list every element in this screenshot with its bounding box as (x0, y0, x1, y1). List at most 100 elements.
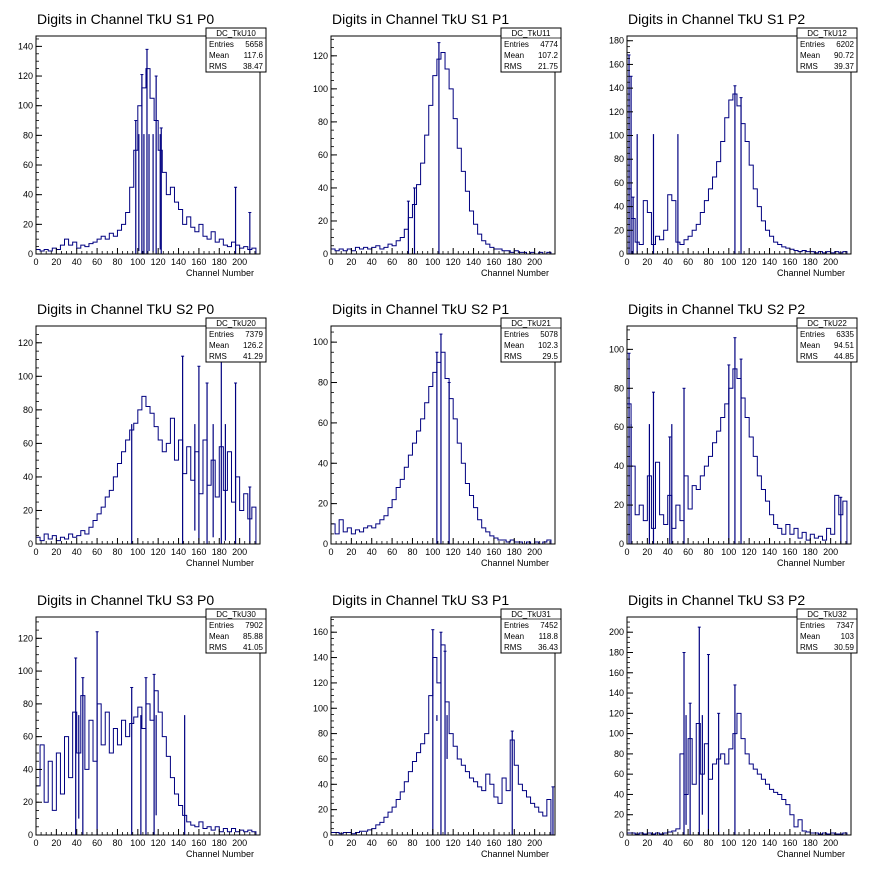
x-tick-label: 60 (683, 547, 693, 557)
y-tick-label: 60 (614, 769, 624, 779)
x-tick-label: 140 (762, 257, 777, 267)
y-tick-label: 60 (318, 418, 328, 428)
stats-value: 41.05 (243, 643, 264, 652)
stats-name: DC_TkU30 (216, 610, 256, 619)
x-tick-label: 180 (507, 547, 522, 557)
x-tick-label: 140 (466, 547, 481, 557)
x-tick-label: 200 (527, 547, 542, 557)
x-tick-label: 20 (51, 547, 61, 557)
y-tick-label: 40 (23, 190, 33, 200)
x-axis-title: Channel Number (481, 268, 549, 278)
stats-value: 6335 (836, 330, 854, 339)
y-tick-label: 60 (23, 160, 33, 170)
x-tick-label: 200 (232, 838, 247, 848)
x-tick-label: 100 (425, 838, 440, 848)
x-axis-title: Channel Number (481, 849, 549, 859)
x-tick-label: 0 (624, 547, 629, 557)
x-tick-label: 40 (663, 257, 673, 267)
y-tick-label: 120 (18, 71, 33, 81)
y-tick-label: 40 (23, 472, 33, 482)
stats-box (500, 27, 562, 73)
x-axis-title: Channel Number (481, 558, 549, 568)
x-tick-label: 60 (92, 547, 102, 557)
x-tick-label: 60 (683, 257, 693, 267)
y-tick-label: 0 (28, 249, 33, 259)
x-tick-label: 180 (803, 257, 818, 267)
x-tick-label: 80 (703, 257, 713, 267)
x-tick-label: 140 (171, 257, 186, 267)
y-tick-label: 40 (318, 458, 328, 468)
stats-value: 7452 (540, 621, 558, 630)
x-tick-label: 200 (823, 838, 838, 848)
y-tick-label: 20 (318, 499, 328, 509)
stats-label: Mean (209, 632, 229, 641)
y-tick-label: 0 (28, 830, 33, 840)
x-tick-label: 120 (742, 547, 757, 557)
y-tick-label: 60 (614, 178, 624, 188)
x-tick-label: 160 (486, 257, 501, 267)
x-tick-label: 140 (466, 838, 481, 848)
stats-label: Mean (209, 51, 229, 60)
stats-value: 118.8 (539, 632, 559, 641)
y-tick-label: 80 (614, 154, 624, 164)
stats-value: 39.37 (834, 62, 855, 71)
stats-value: 44.85 (834, 352, 855, 361)
stats-name: DC_TkU10 (216, 29, 256, 38)
x-tick-label: 100 (130, 838, 145, 848)
y-tick-label: 180 (609, 36, 624, 46)
histogram-panel: Digits in Channel TkU S3 P1 0 20 40 60 80 100 1… (313, 592, 562, 859)
y-tick-label: 120 (609, 708, 624, 718)
x-tick-label: 120 (151, 547, 166, 557)
stats-label: Entries (504, 621, 529, 630)
y-tick-label: 120 (18, 338, 33, 348)
x-axis-title: Channel Number (186, 558, 254, 568)
x-tick-label: 180 (507, 838, 522, 848)
x-axis-title: Channel Number (186, 849, 254, 859)
x-tick-label: 160 (191, 838, 206, 848)
x-tick-label: 200 (232, 547, 247, 557)
stats-label: Entries (209, 40, 234, 49)
x-tick-label: 60 (683, 838, 693, 848)
histogram-panel: Digits in Channel TkU S3 P2 0 20 40 60 80 100 1… (609, 592, 858, 859)
y-tick-label: 140 (609, 83, 624, 93)
x-tick-label: 200 (232, 257, 247, 267)
stats-value: 41.29 (243, 352, 264, 361)
y-tick-label: 80 (614, 749, 624, 759)
stats-value: 7902 (245, 621, 263, 630)
y-tick-label: 120 (313, 51, 328, 61)
y-tick-label: 80 (318, 117, 328, 127)
y-tick-label: 200 (609, 627, 624, 637)
x-tick-label: 80 (112, 257, 122, 267)
y-tick-label: 60 (614, 422, 624, 432)
stats-name: DC_TkU12 (807, 29, 847, 38)
y-tick-label: 40 (614, 461, 624, 471)
x-tick-label: 200 (527, 257, 542, 267)
stats-label: RMS (800, 62, 818, 71)
stats-box (205, 317, 267, 363)
stats-box (796, 317, 858, 363)
x-tick-label: 120 (446, 838, 461, 848)
y-tick-label: 160 (609, 59, 624, 69)
x-tick-label: 0 (328, 547, 333, 557)
x-tick-label: 120 (446, 547, 461, 557)
panel-title: Digits in Channel TkU S3 P1 (332, 592, 509, 608)
stats-box (796, 608, 858, 654)
x-tick-label: 20 (346, 547, 356, 557)
panel-title: Digits in Channel TkU S1 P2 (628, 11, 805, 27)
y-tick-label: 60 (318, 150, 328, 160)
stats-label: RMS (800, 352, 818, 361)
stats-value: 90.72 (834, 51, 855, 60)
y-tick-label: 140 (609, 688, 624, 698)
x-tick-label: 140 (762, 838, 777, 848)
x-tick-label: 40 (72, 838, 82, 848)
x-tick-label: 60 (387, 257, 397, 267)
y-tick-label: 100 (313, 337, 328, 347)
x-tick-label: 0 (33, 547, 38, 557)
panel-title: Digits in Channel TkU S1 P1 (332, 11, 509, 27)
y-tick-label: 120 (18, 633, 33, 643)
stats-label: Mean (504, 341, 524, 350)
histogram-panel: Digits in Channel TkU S1 P1 0 20 40 60 80 100 1… (313, 11, 562, 278)
x-tick-label: 140 (466, 257, 481, 267)
x-tick-label: 0 (328, 257, 333, 267)
stats-value: 4774 (540, 40, 558, 49)
